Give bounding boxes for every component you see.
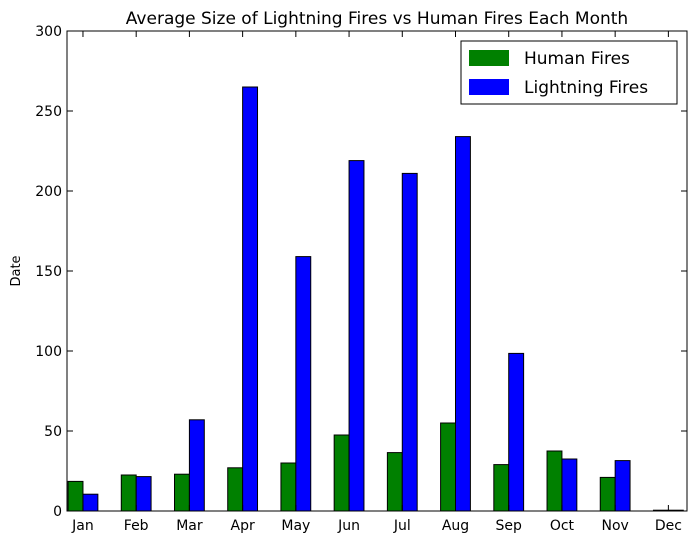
bar-human-fires-feb [120, 474, 137, 512]
x-tick-label-feb: Feb [124, 518, 149, 534]
y-tick-label: 200 [35, 184, 62, 200]
x-tick-label-dec: Dec [655, 518, 682, 534]
y-tick-label: 100 [35, 344, 62, 360]
x-tick-label-jun: Jun [337, 518, 360, 534]
bar-lightning-fires-apr [242, 86, 259, 512]
x-tick-label-nov: Nov [601, 518, 628, 534]
chart-title: Average Size of Lightning Fires vs Human… [126, 9, 628, 29]
legend-label-human-fires: Human Fires [524, 49, 630, 69]
y-axis-label: Date [9, 255, 24, 286]
x-tick-label-mar: Mar [176, 518, 203, 534]
bar-lightning-fires-jul [401, 172, 418, 512]
y-tick-label: 250 [35, 104, 62, 120]
x-tick-label-oct: Oct [550, 518, 575, 534]
x-tick-label-apr: Apr [231, 518, 255, 534]
plot-frame [66, 30, 688, 512]
x-tick-label-sep: Sep [496, 518, 523, 534]
bar-human-fires-apr [227, 467, 244, 512]
bar-human-fires-oct [546, 450, 563, 512]
bar-lightning-fires-aug [454, 136, 471, 512]
y-tick-label: 300 [35, 24, 62, 40]
bar-lightning-fires-jan [82, 493, 99, 512]
bar-lightning-fires-nov [614, 460, 631, 512]
y-tick-label: 0 [53, 504, 62, 520]
x-tick-label-jul: Jul [393, 518, 411, 534]
bar-human-fires-sep [493, 464, 510, 512]
legend-label-lightning-fires: Lightning Fires [524, 78, 648, 98]
bar-lightning-fires-may [295, 256, 312, 512]
legend-swatch-lightning-fires [469, 79, 509, 95]
bar-human-fires-nov [599, 476, 616, 512]
bar-lightning-fires-sep [508, 352, 525, 512]
bar-human-fires-mar [174, 473, 190, 512]
y-tick-label: 50 [44, 424, 62, 440]
bar-lightning-fires-mar [188, 419, 205, 512]
x-tick-label-may: May [281, 518, 310, 534]
bars-group [67, 86, 684, 512]
bar-human-fires-aug [440, 422, 456, 512]
bar-lightning-fires-jun [348, 160, 365, 512]
x-tick-label-jan: Jan [71, 518, 94, 534]
bar-human-fires-may [280, 462, 297, 512]
bar-human-fires-jan [67, 480, 84, 512]
y-tick-label: 150 [35, 264, 62, 280]
x-tick-label-aug: Aug [442, 518, 469, 534]
ticks-group: 0 50 100 150 200 250 300 Jan Feb Mar Apr May Jun Jul A… [35, 24, 687, 534]
bar-human-fires-jul [386, 452, 403, 512]
bar-lightning-fires-oct [561, 458, 578, 512]
legend-swatch-human-fires [469, 50, 509, 66]
bar-lightning-fires-feb [135, 476, 152, 512]
bar-human-fires-jun [333, 434, 350, 512]
legend: Human Fires Lightning Fires [460, 40, 678, 105]
